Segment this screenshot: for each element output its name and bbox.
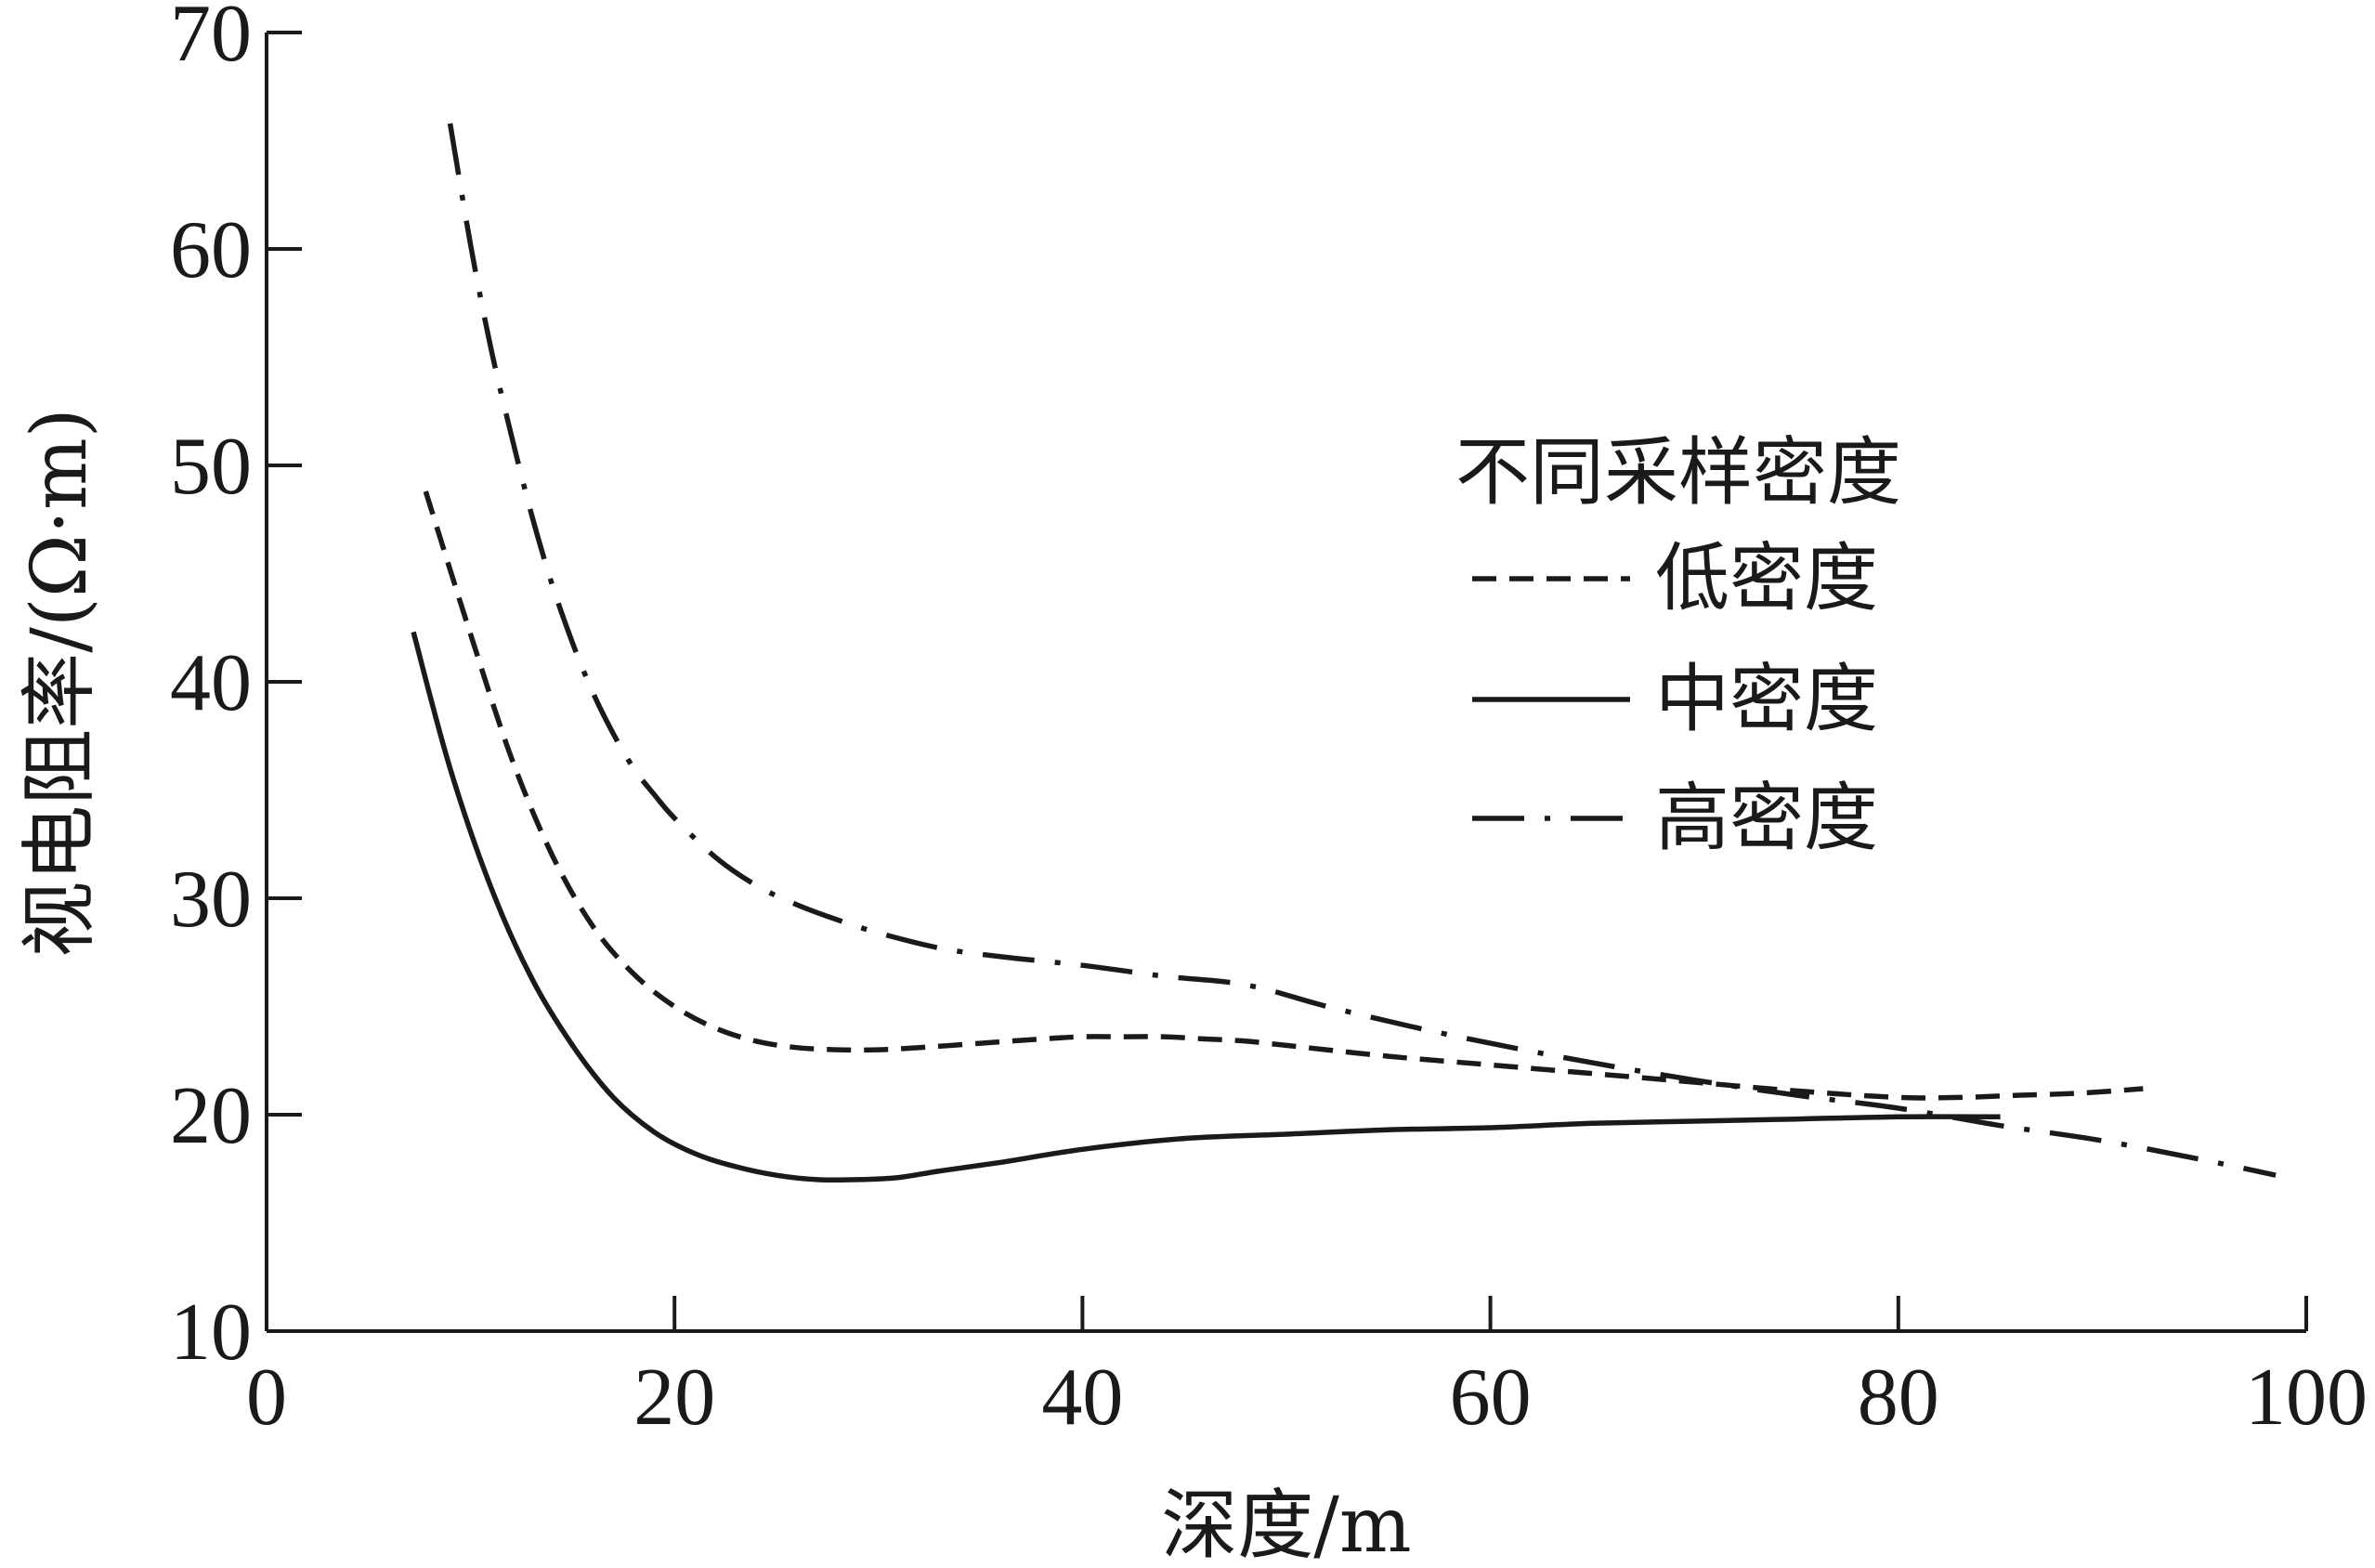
x-tick-label: 60 <box>1450 1352 1532 1443</box>
y-tick-label: 60 <box>170 205 252 295</box>
x-tick-label: 80 <box>1858 1352 1939 1443</box>
y-tick-label: 70 <box>170 0 252 79</box>
series-line-1 <box>423 490 2144 1101</box>
y-tick-label: 40 <box>170 638 252 728</box>
y-ticks: 10 20 30 40 50 60 70 <box>170 0 302 1378</box>
legend-label-1: 低密度 <box>1655 535 1878 621</box>
series-layer <box>411 123 2277 1183</box>
series-line-3 <box>447 123 2277 1178</box>
y-tick-label: 30 <box>170 855 252 945</box>
x-tick-label: 40 <box>1041 1352 1123 1443</box>
series-line-2 <box>411 631 2001 1183</box>
legend-title: 不同采样密度 <box>1455 429 1901 516</box>
x-axis-title: 深度/m <box>1161 1482 1411 1568</box>
x-ticks: 0 20 40 60 80 100 <box>246 1296 2368 1443</box>
y-tick-label: 20 <box>170 1071 252 1161</box>
y-axis-title: 视电阻率/(Ω·m) <box>16 408 104 957</box>
y-tick-label: 50 <box>170 422 252 512</box>
x-tick-label: 20 <box>633 1352 715 1443</box>
legend-label-3: 高密度 <box>1655 775 1878 861</box>
y-tick-label: 10 <box>170 1287 252 1378</box>
x-tick-label: 100 <box>2245 1352 2368 1443</box>
legend-label-2: 中密度 <box>1655 656 1878 742</box>
x-tick-label: 0 <box>246 1352 287 1443</box>
